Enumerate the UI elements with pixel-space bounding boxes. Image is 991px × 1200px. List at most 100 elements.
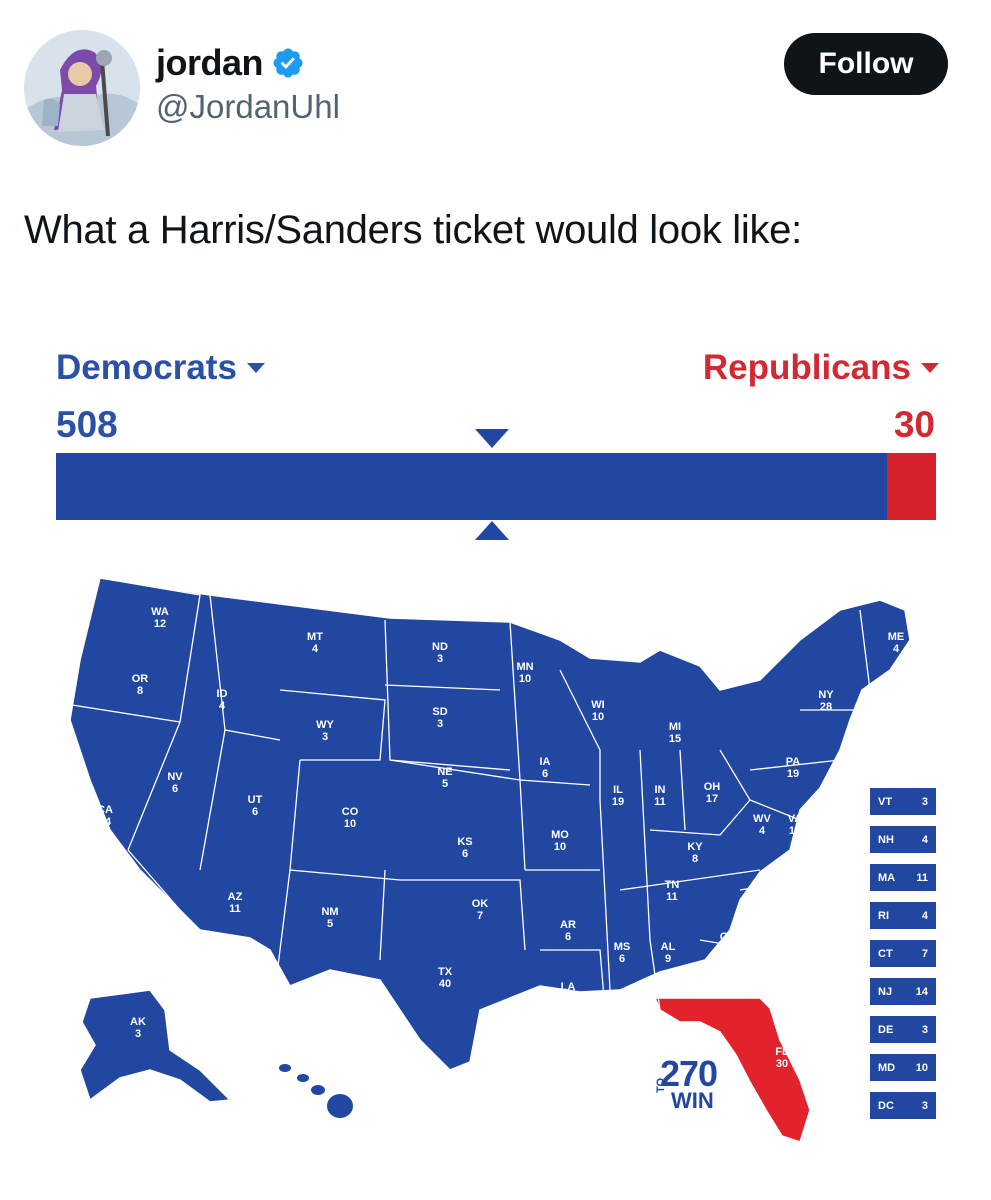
270-marker-bottom-icon (475, 521, 509, 540)
state-label-wi: WI (591, 699, 604, 711)
state-ev-ga: 16 (722, 943, 734, 955)
state-label-ak: AK (130, 1016, 146, 1028)
small-state-md[interactable]: MD 10 (870, 1054, 936, 1081)
small-state-dc[interactable]: DC 3 (870, 1092, 936, 1119)
state-ev-sc: 9 (769, 921, 775, 933)
state-label-il: IL (613, 784, 623, 796)
state-ev-ut: 6 (252, 806, 258, 818)
270towin-logo: 270 TO WIN (646, 1053, 726, 1113)
republicans-electoral-votes: 30 (893, 404, 935, 445)
logo-win: WIN (671, 1088, 714, 1113)
small-state-ev: 4 (921, 833, 928, 846)
state-label-fl: FL (775, 1046, 789, 1058)
state-label-pa: PA (786, 756, 801, 768)
republicans-label: Republicans (702, 348, 911, 387)
state-ev-mn: 10 (519, 673, 531, 685)
us-map[interactable]: WA12OR8CA54ID4NV6MT4WY3UT6AZ11CO10NM5ND3… (0, 560, 991, 1200)
state-ev-wv: 4 (759, 825, 766, 837)
state-label-ks: KS (457, 836, 472, 848)
state-ev-wi: 10 (592, 711, 604, 723)
state-ev-oh: 17 (706, 793, 718, 805)
democrats-dropdown[interactable]: Democrats (56, 348, 265, 388)
state-ev-nm: 5 (327, 918, 333, 930)
small-state-ri[interactable]: RI 4 (870, 902, 936, 929)
contiguous-us-shape (69, 577, 911, 1071)
state-label-or: OR (132, 673, 149, 685)
state-ev-la: 8 (565, 993, 571, 1005)
follow-button[interactable]: Follow (784, 33, 948, 95)
state-label-in: IN (655, 784, 666, 796)
small-state-nj[interactable]: NJ 14 (870, 978, 936, 1005)
small-state-ev: 14 (915, 985, 928, 998)
state-ev-id: 4 (219, 700, 226, 712)
small-state-ev: 3 (921, 1099, 928, 1112)
avatar-illustration (24, 30, 140, 146)
state-label-ky: KY (687, 841, 703, 853)
state-label-ga: GA (720, 931, 737, 943)
state-ev-tx: 40 (439, 978, 451, 990)
avatar[interactable] (24, 30, 140, 146)
state-ev-ny: 28 (820, 701, 832, 713)
state-ev-az: 11 (229, 903, 241, 915)
state-ev-fl: 30 (776, 1058, 788, 1070)
tweet-text: What a Harris/Sanders ticket would look … (24, 208, 802, 252)
florida-shape[interactable] (653, 997, 811, 1143)
republicans-dropdown[interactable]: Republicans (703, 348, 939, 388)
state-label-al: AL (661, 941, 676, 953)
state-label-ne: NE (437, 766, 452, 778)
small-state-nh[interactable]: NH 4 (870, 826, 936, 853)
state-ev-or: 8 (137, 685, 143, 697)
democrats-bar-segment (56, 453, 887, 520)
state-label-ok: OK (472, 898, 489, 910)
small-state-ev: 11 (916, 871, 928, 884)
state-label-mt: MT (307, 631, 323, 643)
state-label-mi: MI (669, 721, 681, 733)
electoral-map-image[interactable]: Democrats Republicans 508 30 (0, 310, 991, 1200)
small-state-abbr: DC (878, 1099, 894, 1112)
state-label-sc: SC (764, 909, 779, 921)
small-state-ma[interactable]: MA 11 (870, 864, 936, 891)
state-label-co: CO (342, 806, 359, 818)
small-state-abbr: MA (878, 871, 896, 884)
chevron-down-icon (246, 363, 265, 373)
small-state-abbr: NH (878, 833, 894, 846)
state-ev-mi: 15 (669, 733, 681, 745)
state-ev-ca: 54 (99, 816, 112, 828)
hawaii-shape[interactable] (279, 1064, 353, 1118)
small-state-ev: 3 (921, 1023, 928, 1036)
state-ev-nv: 6 (172, 783, 178, 795)
state-ev-nc: 16 (794, 881, 806, 893)
state-ev-nd: 3 (437, 653, 443, 665)
state-label-mo: MO (551, 829, 569, 841)
state-ev-wy: 3 (322, 731, 328, 743)
small-state-abbr: RI (878, 909, 889, 922)
small-state-abbr: CT (878, 947, 893, 960)
state-ev-mo: 10 (554, 841, 566, 853)
author-name-row: jordan (156, 42, 305, 84)
state-ev-ok: 7 (477, 910, 483, 922)
state-ev-wa: 12 (154, 618, 166, 630)
state-label-va: VA (788, 813, 803, 825)
state-label-ia: IA (540, 756, 551, 768)
state-ev-sd: 3 (437, 718, 443, 730)
state-label-me: ME (888, 631, 905, 643)
state-label-id: ID (217, 688, 228, 700)
state-label-mn: MN (516, 661, 533, 673)
state-ev-ms: 6 (619, 953, 625, 965)
state-ev-ak: 3 (135, 1028, 141, 1040)
state-ev-ia: 6 (542, 768, 548, 780)
alaska-shape[interactable] (79, 989, 232, 1103)
state-ev-va: 13 (789, 825, 801, 837)
author-handle[interactable]: @JordanUhl (156, 88, 340, 125)
state-label-az: AZ (228, 891, 243, 903)
state-label-wv: WV (753, 813, 771, 825)
author-display-name[interactable]: jordan (156, 42, 264, 83)
small-state-de[interactable]: DE 3 (870, 1016, 936, 1043)
small-state-ct[interactable]: CT 7 (870, 940, 936, 967)
state-ev-ky: 8 (692, 853, 698, 865)
small-state-ev: 3 (921, 795, 928, 808)
state-ev-tn: 11 (666, 891, 678, 903)
small-state-ev: 7 (921, 947, 928, 960)
state-ev-al: 9 (665, 953, 671, 965)
small-state-vt[interactable]: VT 3 (870, 788, 936, 815)
